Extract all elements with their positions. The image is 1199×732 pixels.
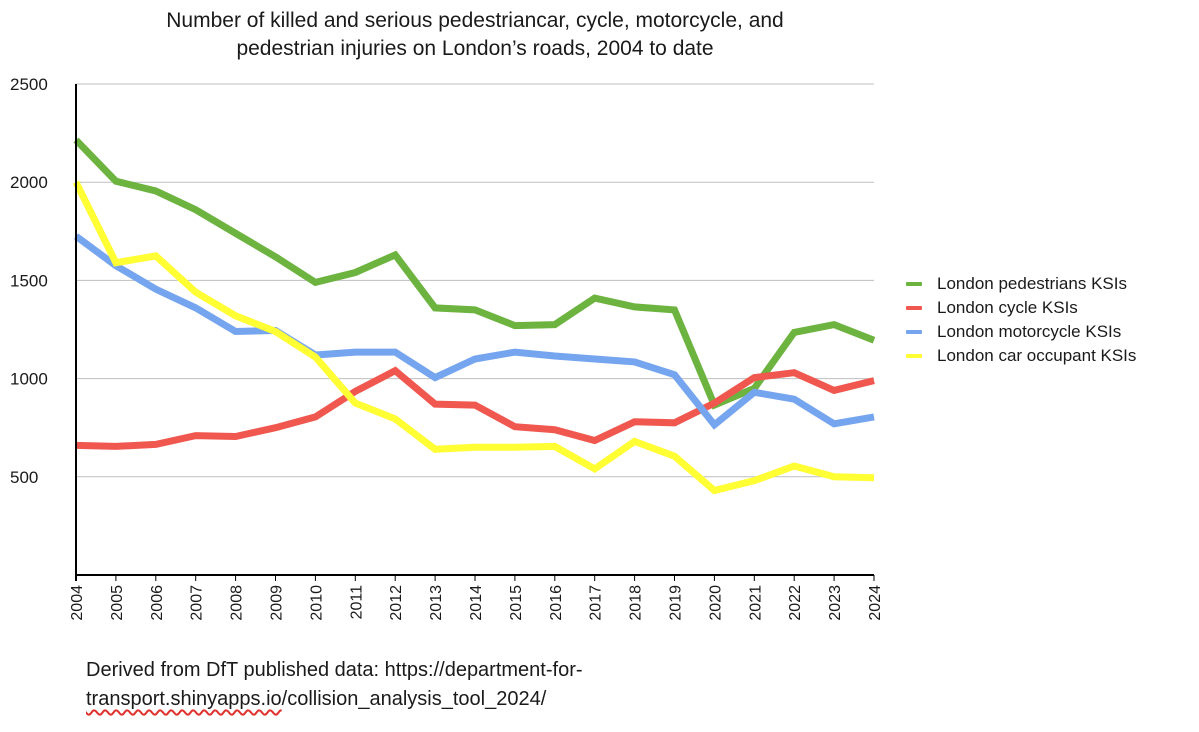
x-tick-label-2004: 2004 <box>69 585 86 621</box>
x-tick-label-2015: 2015 <box>508 585 525 621</box>
x-tick-label-2017: 2017 <box>588 585 605 621</box>
source-note: Derived from DfT published data: https:/… <box>86 656 786 714</box>
x-tick-label-2011: 2011 <box>348 585 365 620</box>
x-tick-label-2013: 2013 <box>428 585 445 621</box>
source-line-1: Derived from DfT published data: https:/… <box>86 659 583 681</box>
series-lines <box>72 137 876 495</box>
legend-item-pedestrians: London pedestrians KSIs <box>906 272 1196 296</box>
x-tick-label-2007: 2007 <box>189 585 206 621</box>
legend-item-motorcycle: London motorcycle KSIs <box>906 320 1196 344</box>
source-line-2: transport.shinyapps.io/collision_analysi… <box>86 685 786 714</box>
legend: London pedestrians KSIs London cycle KSI… <box>906 272 1196 368</box>
source-domain-spellcheck: transport.shinyapps.io <box>86 688 282 710</box>
x-tick-label-2021: 2021 <box>747 585 764 621</box>
x-tick-label-2009: 2009 <box>269 585 286 621</box>
legend-label-motorcycle: London motorcycle KSIs <box>937 322 1122 341</box>
gridlines <box>76 83 874 478</box>
y-tick-label-2500: 2500 <box>10 75 48 94</box>
series-line-cycle <box>75 366 875 450</box>
source-path: /collision_analysis_tool_2024/ <box>281 688 547 710</box>
legend-swatch-pedestrians <box>906 282 922 286</box>
x-tick-label-2024: 2024 <box>867 585 884 621</box>
y-tick-label-1500: 1500 <box>10 271 48 290</box>
x-tick-label-2023: 2023 <box>827 585 844 621</box>
x-tick-label-2018: 2018 <box>628 585 645 621</box>
axes <box>75 84 875 581</box>
x-tick-label-2012: 2012 <box>388 585 405 621</box>
x-tick-label-2008: 2008 <box>229 585 246 621</box>
y-tick-label-500: 500 <box>10 468 38 487</box>
chart-title: Number of killed and serious pedestrianc… <box>0 7 950 63</box>
chart-title-line-2: pedestrian injuries on London’s roads, 2… <box>236 37 714 60</box>
x-tick-label-2019: 2019 <box>668 585 685 621</box>
x-tick-label-2016: 2016 <box>548 585 565 621</box>
legend-item-car-occupant: London car occupant KSIs <box>906 344 1196 368</box>
legend-swatch-cycle <box>906 306 922 310</box>
tick-labels: 500 1000 1500 2000 2500 2004 2005 2006 2007 2008 2… <box>10 75 884 621</box>
legend-swatch-car-occupant <box>906 354 922 358</box>
legend-label-cycle: London cycle KSIs <box>937 298 1078 317</box>
x-tick-label-2006: 2006 <box>149 585 166 621</box>
x-tick-label-2020: 2020 <box>707 585 724 621</box>
legend-swatch-motorcycle <box>906 330 922 334</box>
series-line-car_occupant <box>72 180 875 495</box>
series-line-motorcycle <box>73 233 875 430</box>
legend-label-car-occupant: London car occupant KSIs <box>937 346 1137 365</box>
x-tick-label-2022: 2022 <box>787 585 804 621</box>
legend-label-pedestrians: London pedestrians KSIs <box>937 274 1127 293</box>
y-tick-label-2000: 2000 <box>10 173 48 192</box>
chart-title-line-1: Number of killed and serious pedestrianc… <box>166 9 784 32</box>
y-tick-label-1000: 1000 <box>10 370 48 389</box>
x-tick-label-2014: 2014 <box>468 585 485 621</box>
x-tick-label-2005: 2005 <box>109 585 126 621</box>
x-tick-label-2010: 2010 <box>308 585 325 621</box>
series-line-pedestrians <box>73 137 876 410</box>
legend-item-cycle: London cycle KSIs <box>906 296 1196 320</box>
